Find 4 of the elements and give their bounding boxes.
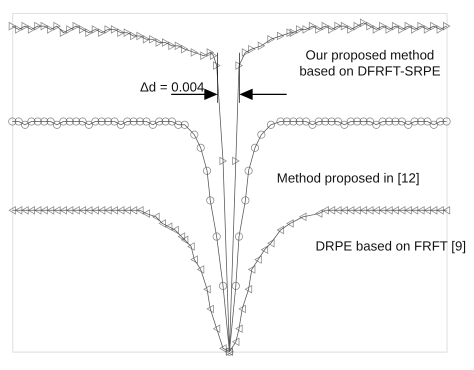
annotation: Δd = 0.004 bbox=[140, 79, 204, 94]
series-label: DRPE based on FRFT [9] bbox=[315, 238, 466, 254]
series-label: Method proposed in [12] bbox=[276, 170, 420, 186]
series-label: Our proposed method based on DFRFT-SRPE bbox=[299, 47, 441, 78]
